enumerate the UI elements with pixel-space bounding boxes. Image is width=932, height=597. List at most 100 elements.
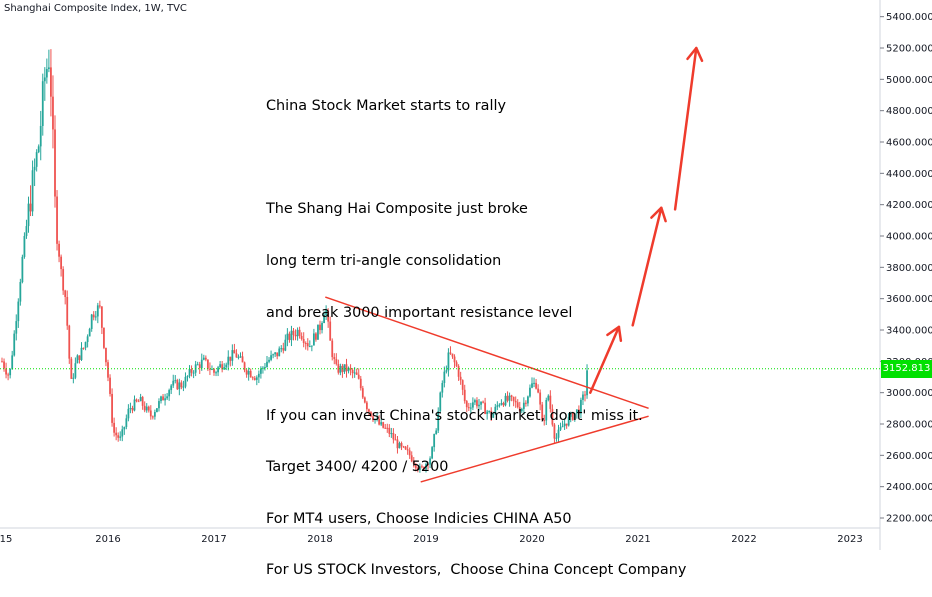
candle-body xyxy=(439,392,442,412)
candle-body xyxy=(172,380,175,386)
candle-body xyxy=(107,362,109,378)
candle-body xyxy=(447,352,450,371)
candle-body xyxy=(131,407,134,411)
candle-body xyxy=(151,416,154,418)
candle-body xyxy=(66,296,69,326)
candle-body xyxy=(427,464,429,466)
candle-body xyxy=(520,408,523,412)
candle-body xyxy=(327,310,330,322)
candle-body xyxy=(463,389,466,402)
candle-body xyxy=(563,423,566,427)
candle-body xyxy=(575,409,578,414)
candle-body xyxy=(319,324,321,331)
candle-body xyxy=(312,333,315,346)
candle-body xyxy=(35,152,38,167)
candle-body xyxy=(506,395,509,401)
candle-body xyxy=(486,411,489,415)
y-tick-label: 3400.000 xyxy=(886,326,932,337)
x-tick-label: 2021 xyxy=(625,534,650,545)
candle-body xyxy=(109,377,111,394)
candle-body xyxy=(325,310,328,315)
candle-body xyxy=(357,374,360,379)
candle-body xyxy=(412,461,415,464)
target-arrow-shaft xyxy=(589,325,621,394)
candle-body xyxy=(398,443,401,449)
candle-body xyxy=(257,373,260,378)
candle-body xyxy=(147,406,150,411)
candle-body xyxy=(553,424,556,439)
candle-body xyxy=(512,396,515,401)
candle-body xyxy=(347,367,350,372)
candle-body xyxy=(429,458,431,465)
annotation-line: For US STOCK Investors, Choose China Con… xyxy=(266,562,687,579)
x-tick-label: 15 xyxy=(0,534,12,545)
candle-body xyxy=(70,358,73,379)
candle-body xyxy=(545,400,548,421)
candle-body xyxy=(153,412,156,417)
candle-body xyxy=(500,402,503,405)
candle-body xyxy=(306,343,309,347)
candle-body xyxy=(76,355,79,364)
candle-body xyxy=(488,410,491,412)
candle-body xyxy=(390,433,393,435)
candle-body xyxy=(580,399,582,414)
candle-body xyxy=(255,377,258,380)
candle-body xyxy=(482,401,484,403)
annotation-line: China Stock Market starts to rally xyxy=(266,98,506,115)
candle-body xyxy=(274,352,277,355)
candle-body xyxy=(349,367,352,370)
y-tick-label: 5000.000 xyxy=(886,75,932,86)
candle-body xyxy=(455,362,458,367)
candle-body xyxy=(451,353,454,357)
candle-series xyxy=(1,49,588,473)
candle-body xyxy=(333,357,336,360)
candlestick-chart[interactable]: 2200.000 2400.000 2600.000 2800.000 3000.000… xyxy=(0,0,932,550)
candle-body xyxy=(577,409,580,414)
candle-body xyxy=(29,203,32,212)
candle-body xyxy=(25,226,28,237)
candle-body xyxy=(402,446,405,448)
candle-body xyxy=(331,340,334,358)
candle-body xyxy=(529,387,531,397)
candle-body xyxy=(280,348,283,350)
candle-body xyxy=(129,407,132,409)
candle-body xyxy=(103,327,105,348)
candle-body xyxy=(400,443,403,447)
candle-body xyxy=(41,81,44,126)
candle-body xyxy=(539,392,542,405)
candle-body xyxy=(353,372,356,374)
candle-body xyxy=(145,406,148,411)
candle-body xyxy=(425,464,427,470)
candle-body xyxy=(443,371,446,384)
candle-body xyxy=(158,401,160,409)
candle-body xyxy=(62,269,65,291)
annotation-line: The Shang Hai Composite just broke xyxy=(266,201,528,218)
candle-body xyxy=(141,397,144,406)
candle-body xyxy=(266,361,268,368)
candle-body xyxy=(86,336,89,343)
target-arrow-shaft xyxy=(631,206,663,327)
candle-body xyxy=(514,400,517,403)
candle-body xyxy=(253,378,256,380)
candle-body xyxy=(27,203,30,227)
candle-body xyxy=(90,314,93,329)
candle-body xyxy=(43,77,46,82)
y-tick-label: 2400.000 xyxy=(886,482,932,493)
candle-body xyxy=(251,377,254,379)
candle-body xyxy=(502,402,505,406)
candle-body xyxy=(392,433,395,440)
chart-annotation: China Stock Market starts to rally The S… xyxy=(266,64,686,597)
candle-body xyxy=(72,377,75,379)
candle-body xyxy=(490,410,493,418)
candle-body xyxy=(78,355,81,360)
candle-body xyxy=(459,376,462,381)
candle-body xyxy=(484,402,487,415)
candle-body xyxy=(408,450,411,456)
y-tick-label: 3800.000 xyxy=(886,263,932,274)
y-tick-label: 3600.000 xyxy=(886,294,932,305)
candle-body xyxy=(213,368,215,373)
candle-body xyxy=(54,129,56,197)
candle-body xyxy=(39,125,42,147)
candle-body xyxy=(518,407,521,412)
candle-body xyxy=(533,382,535,384)
